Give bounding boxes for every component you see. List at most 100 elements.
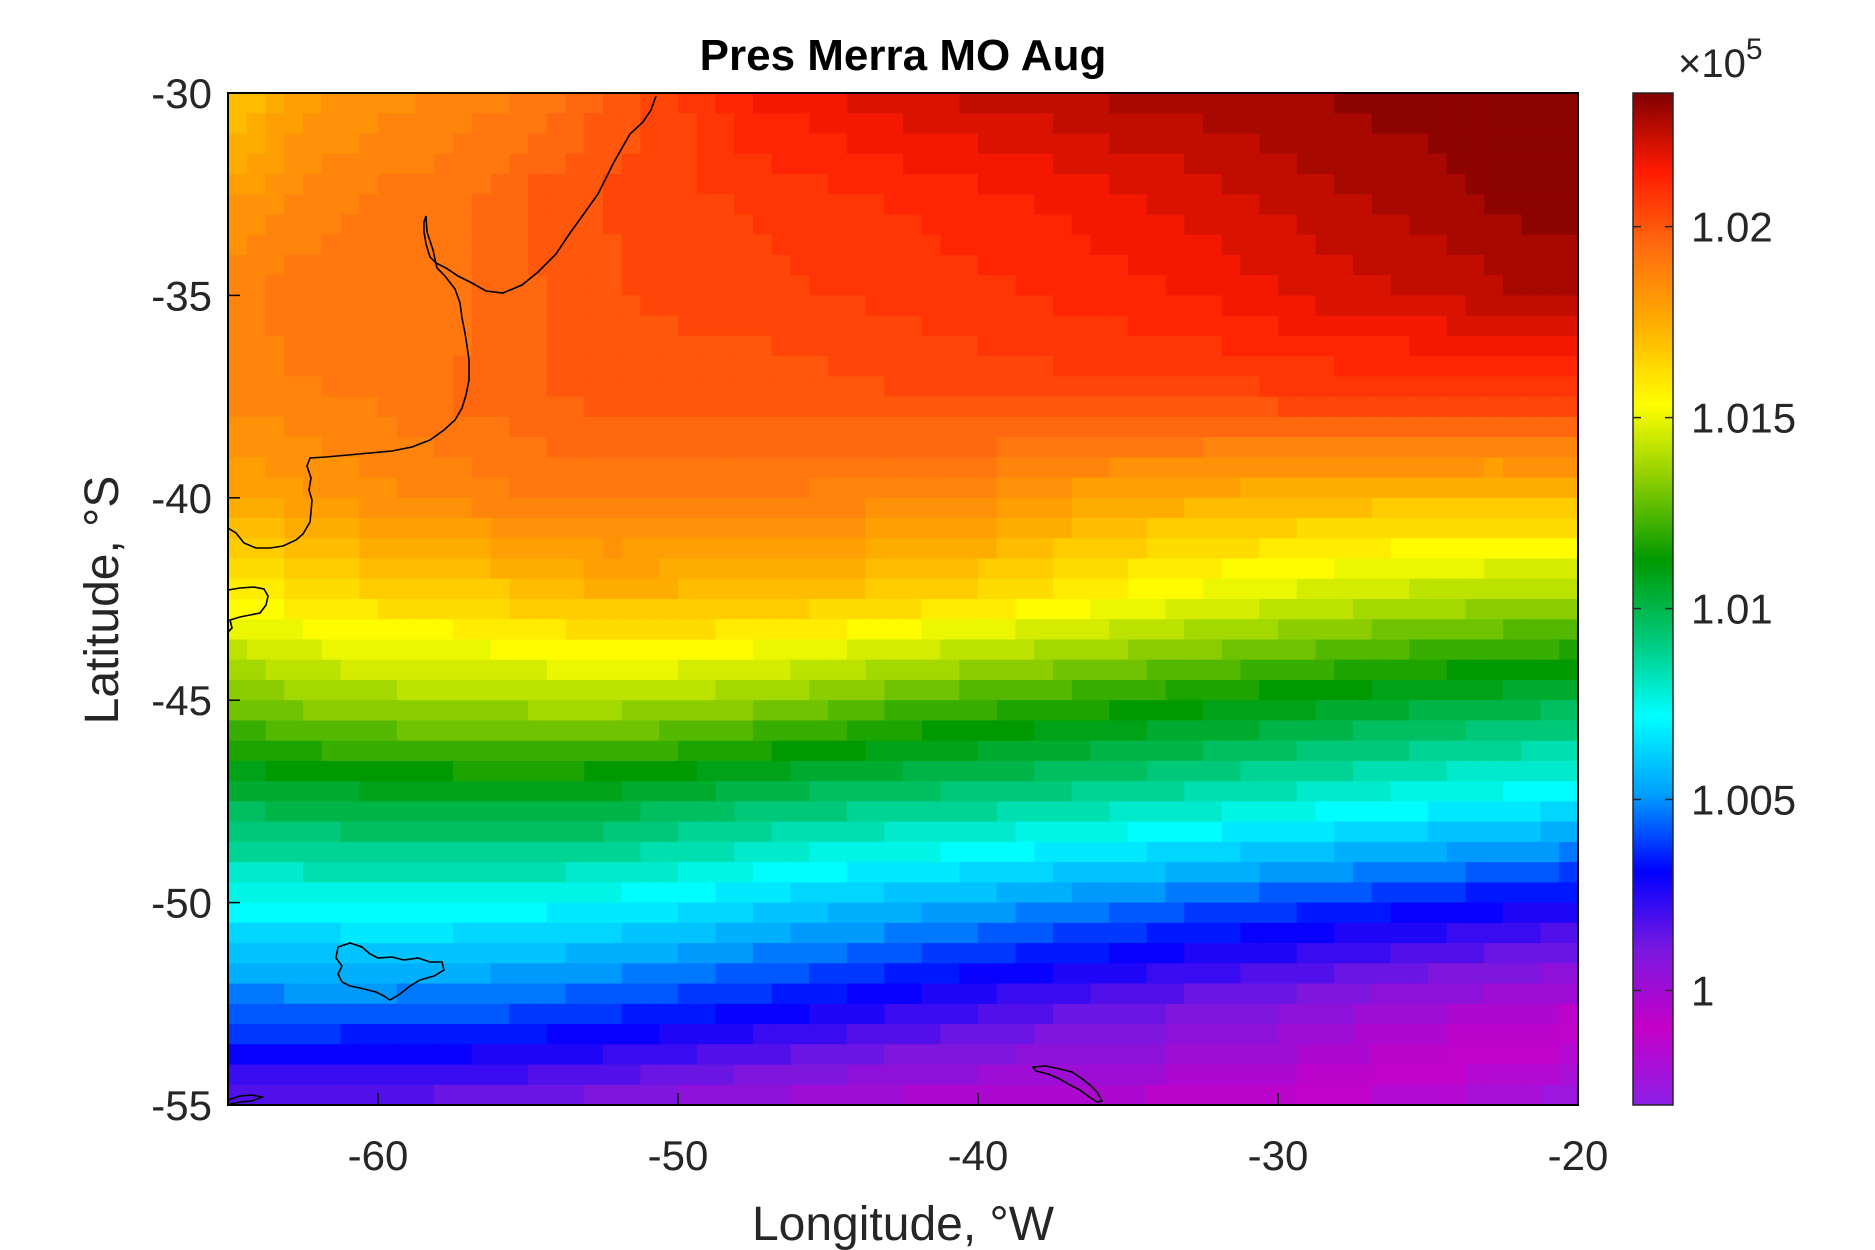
heatmap-cell — [753, 862, 773, 883]
heatmap-cell — [921, 700, 942, 722]
heatmap-cell — [1428, 922, 1448, 944]
heatmap-cell — [696, 234, 717, 256]
heatmap-cell — [1559, 639, 1578, 661]
heatmap-cell — [1146, 679, 1167, 701]
heatmap-cell — [490, 983, 510, 1005]
heatmap-cell — [1015, 194, 1035, 216]
heatmap-cell — [809, 983, 829, 1005]
heatmap-cell — [753, 963, 773, 985]
heatmap-cell — [959, 740, 979, 762]
heatmap-cell — [884, 1064, 904, 1086]
heatmap-cell — [996, 639, 1017, 661]
heatmap-cell — [1278, 437, 1298, 458]
heatmap-cell — [509, 538, 529, 560]
heatmap-cell — [921, 275, 942, 296]
heatmap-cell — [865, 902, 885, 924]
heatmap-cell — [434, 457, 454, 479]
heatmap-cell — [790, 821, 810, 843]
heatmap-cell — [734, 194, 754, 216]
heatmap-cell — [1315, 1084, 1335, 1105]
heatmap-cell — [1278, 943, 1298, 964]
heatmap-cell — [1146, 518, 1167, 539]
heatmap-cell — [303, 538, 323, 560]
heatmap-cell — [1165, 416, 1185, 438]
heatmap-cell — [265, 862, 285, 883]
heatmap-cell — [265, 558, 285, 580]
heatmap-cell — [415, 538, 435, 560]
heatmap-cell — [228, 153, 248, 175]
heatmap-cell — [1446, 740, 1467, 762]
heatmap-cell — [959, 963, 979, 985]
heatmap-cell — [490, 760, 510, 782]
heatmap-cell — [1521, 760, 1542, 782]
heatmap-cell — [415, 599, 435, 620]
heatmap-cell — [809, 841, 829, 863]
heatmap-cell — [1165, 93, 1185, 114]
colorbar-tick-label: 1.02 — [1691, 204, 1773, 251]
heatmap-cell — [1203, 963, 1223, 985]
x-tick-label: -40 — [948, 1132, 1009, 1179]
heatmap-cell — [1428, 234, 1448, 256]
heatmap-cell — [640, 315, 660, 337]
heatmap-cell — [1128, 497, 1148, 519]
heatmap-cell — [978, 862, 998, 883]
heatmap-cell — [1184, 599, 1204, 620]
heatmap-cell — [1371, 153, 1392, 175]
heatmap-cell — [1559, 356, 1578, 377]
heatmap-cell — [1465, 558, 1485, 580]
heatmap-cell — [303, 275, 323, 296]
heatmap-cell — [1109, 821, 1129, 843]
heatmap-cell — [1034, 983, 1054, 1005]
heatmap-cell — [715, 740, 735, 762]
heatmap-cell — [303, 93, 323, 114]
heatmap-cell — [828, 457, 848, 479]
heatmap-cell — [715, 295, 735, 317]
heatmap-cell — [471, 295, 492, 317]
heatmap-cell — [978, 781, 998, 802]
heatmap-cell — [884, 781, 904, 802]
heatmap-cell — [734, 173, 754, 195]
heatmap-cell — [1315, 578, 1335, 600]
heatmap-cell — [1315, 700, 1335, 722]
heatmap-cell — [1540, 1064, 1560, 1086]
heatmap-cell — [1015, 679, 1035, 701]
heatmap-cell — [678, 983, 698, 1005]
heatmap-cell — [303, 356, 323, 377]
heatmap-cell — [1521, 720, 1542, 742]
heatmap-cell — [1296, 558, 1317, 580]
heatmap-cell — [1521, 295, 1542, 317]
heatmap-cell — [1465, 194, 1485, 216]
heatmap-cell — [1296, 578, 1317, 600]
heatmap-cell — [303, 518, 323, 539]
heatmap-cell — [584, 700, 604, 722]
heatmap-cell — [659, 153, 679, 175]
heatmap-cell — [303, 254, 323, 276]
heatmap-cell — [1428, 943, 1448, 964]
heatmap-cell — [1146, 639, 1167, 661]
heatmap-cell — [396, 943, 417, 964]
heatmap-cell — [1390, 943, 1410, 964]
heatmap-cell — [565, 720, 585, 742]
heatmap-cell — [678, 437, 698, 458]
heatmap-cell — [1146, 659, 1167, 681]
x-axis: -60 -50 -40 -30 -20 — [348, 1093, 1608, 1179]
heatmap-cell — [1259, 841, 1279, 863]
heatmap-cell — [659, 599, 679, 620]
heatmap-cell — [1203, 538, 1223, 560]
heatmap-cell — [659, 173, 679, 195]
heatmap-cell — [1128, 396, 1148, 418]
heatmap-cell — [1240, 295, 1260, 317]
heatmap-cell — [415, 214, 435, 236]
heatmap-cell — [284, 760, 304, 782]
heatmap-cell — [678, 275, 698, 296]
heatmap-cell — [471, 1064, 492, 1086]
heatmap-cell — [565, 295, 585, 317]
heatmap-cell — [1203, 1003, 1223, 1025]
heatmap-cell — [1334, 93, 1354, 114]
heatmap-cell — [1146, 720, 1167, 742]
heatmap-cell — [490, 740, 510, 762]
colorbar-multiplier-base: ×10 — [1678, 42, 1746, 86]
heatmap-cell — [790, 578, 810, 600]
heatmap-cell — [1090, 578, 1110, 600]
heatmap-cell — [490, 943, 510, 964]
